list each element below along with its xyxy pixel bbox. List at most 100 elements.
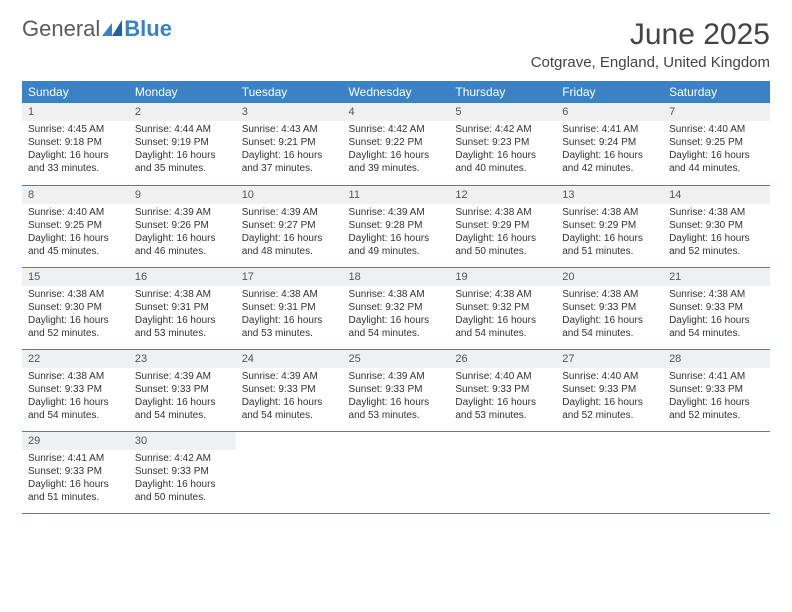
day-number: 2 xyxy=(129,103,236,121)
sunset-text: Sunset: 9:22 PM xyxy=(349,136,444,149)
sunrise-text: Sunrise: 4:42 AM xyxy=(349,123,444,136)
daylight-line2: and 35 minutes. xyxy=(135,162,230,175)
day-number: 17 xyxy=(236,268,343,286)
daylight-line1: Daylight: 16 hours xyxy=(135,149,230,162)
day-cell: 1 Sunrise: 4:45 AMSunset: 9:18 PMDaylight… xyxy=(22,103,129,185)
daylight-line1: Daylight: 16 hours xyxy=(455,314,550,327)
daylight-line1: Daylight: 16 hours xyxy=(669,396,764,409)
daylight-line2: and 53 minutes. xyxy=(349,409,444,422)
day-number: 18 xyxy=(343,268,450,286)
day-cell: 26Sunrise: 4:40 AMSunset: 9:33 PMDayligh… xyxy=(449,349,556,431)
day-cell: 23 Sunrise: 4:39 AMSunset: 9:33 PMDayligh… xyxy=(129,349,236,431)
day-cell xyxy=(556,431,663,513)
dayhead-tuesday: Tuesday xyxy=(236,81,343,103)
sunrise-text: Sunrise: 4:41 AM xyxy=(28,452,123,465)
sunset-text: Sunset: 9:18 PM xyxy=(28,136,123,149)
sunrise-text: Sunrise: 4:45 AM xyxy=(28,123,123,136)
title-block: June 2025 Cotgrave, England, United King… xyxy=(531,18,770,71)
sunrise-text: Sunrise: 4:39 AM xyxy=(349,206,444,219)
day-number: 23 xyxy=(129,350,236,368)
daylight-line1: Daylight: 16 hours xyxy=(349,232,444,245)
day-cell: 10Sunrise: 4:39 AMSunset: 9:27 PMDayligh… xyxy=(236,185,343,267)
day-number: 9 xyxy=(129,186,236,204)
daylight-line1: Daylight: 16 hours xyxy=(349,314,444,327)
day-number: 13 xyxy=(556,186,663,204)
day-number: 1 xyxy=(22,103,129,121)
day-cell: 24Sunrise: 4:39 AMSunset: 9:33 PMDayligh… xyxy=(236,349,343,431)
dayhead-monday: Monday xyxy=(129,81,236,103)
day-number: 8 xyxy=(22,186,129,204)
daylight-line1: Daylight: 16 hours xyxy=(242,232,337,245)
day-cell: 18Sunrise: 4:38 AMSunset: 9:32 PMDayligh… xyxy=(343,267,450,349)
sunrise-text: Sunrise: 4:42 AM xyxy=(135,452,230,465)
day-number: 30 xyxy=(129,432,236,450)
week-row: 8Sunrise: 4:40 AMSunset: 9:25 PMDaylight… xyxy=(22,185,770,267)
sunrise-text: Sunrise: 4:42 AM xyxy=(455,123,550,136)
daylight-line1: Daylight: 16 hours xyxy=(562,396,657,409)
day-number: 12 xyxy=(449,186,556,204)
logo-text-2: Blue xyxy=(124,18,172,40)
sunrise-text: Sunrise: 4:38 AM xyxy=(562,288,657,301)
sunset-text: Sunset: 9:21 PM xyxy=(242,136,337,149)
daylight-line1: Daylight: 16 hours xyxy=(455,232,550,245)
daylight-line1: Daylight: 16 hours xyxy=(28,232,123,245)
sunset-text: Sunset: 9:33 PM xyxy=(562,383,657,396)
daylight-line1: Daylight: 16 hours xyxy=(562,314,657,327)
sunrise-text: Sunrise: 4:44 AM xyxy=(135,123,230,136)
day-cell: 25Sunrise: 4:39 AMSunset: 9:33 PMDayligh… xyxy=(343,349,450,431)
day-cell: 28Sunrise: 4:41 AMSunset: 9:33 PMDayligh… xyxy=(663,349,770,431)
daylight-line2: and 39 minutes. xyxy=(349,162,444,175)
sunrise-text: Sunrise: 4:40 AM xyxy=(562,370,657,383)
sunrise-text: Sunrise: 4:39 AM xyxy=(135,370,230,383)
day-cell: 12Sunrise: 4:38 AMSunset: 9:29 PMDayligh… xyxy=(449,185,556,267)
sunrise-text: Sunrise: 4:38 AM xyxy=(669,288,764,301)
day-number: 7 xyxy=(663,103,770,121)
daylight-line1: Daylight: 16 hours xyxy=(242,149,337,162)
day-number: 4 xyxy=(343,103,450,121)
week-row: 15 Sunrise: 4:38 AM Sunset: 9:30 PM Dayligh… xyxy=(22,267,770,349)
daylight-line2: and 54 minutes. xyxy=(562,327,657,340)
sunset-text: Sunset: 9:30 PM xyxy=(28,301,123,314)
sunset-text: Sunset: 9:33 PM xyxy=(669,301,764,314)
sunset-text: Sunset: 9:30 PM xyxy=(669,219,764,232)
sunset-text: Sunset: 9:32 PM xyxy=(349,301,444,314)
sunset-text: Sunset: 9:27 PM xyxy=(242,219,337,232)
sunrise-text: Sunrise: 4:43 AM xyxy=(242,123,337,136)
day-cell: 3 Sunrise: 4:43 AMSunset: 9:21 PMDaylight… xyxy=(236,103,343,185)
sunset-text: Sunset: 9:33 PM xyxy=(562,301,657,314)
day-cell: 30Sunrise: 4:42 AMSunset: 9:33 PMDayligh… xyxy=(129,431,236,513)
daylight-line1: Daylight: 16 hours xyxy=(135,478,230,491)
sunset-text: Sunset: 9:28 PM xyxy=(349,219,444,232)
day-cell xyxy=(449,431,556,513)
day-number: 16 xyxy=(129,268,236,286)
daylight-line2: and 46 minutes. xyxy=(135,245,230,258)
sunset-text: Sunset: 9:33 PM xyxy=(28,383,123,396)
daylight-line2: and 51 minutes. xyxy=(562,245,657,258)
daylight-line1: Daylight: 16 hours xyxy=(349,149,444,162)
daylight-line2: and 50 minutes. xyxy=(135,491,230,504)
day-cell: 15Sunrise: 4:38 AMSunset: 9:30 PMDayligh… xyxy=(22,267,129,349)
daylight-line2: and 52 minutes. xyxy=(28,327,123,340)
day-cell xyxy=(343,431,450,513)
daylight-line2: and 44 minutes. xyxy=(669,162,764,175)
logo-mark-icon xyxy=(102,18,124,40)
sunrise-text: Sunrise: 4:40 AM xyxy=(455,370,550,383)
daylight-line2: and 48 minutes. xyxy=(242,245,337,258)
day-number: 15 xyxy=(22,268,129,286)
day-cell: 16Sunrise: 4:38 AMSunset: 9:31 PMDayligh… xyxy=(129,267,236,349)
day-number: 3 xyxy=(236,103,343,121)
daylight-line1: Daylight: 16 hours xyxy=(28,149,123,162)
daylight-line1: Daylight: 16 hours xyxy=(242,314,337,327)
dayhead-sunday: Sunday xyxy=(22,81,129,103)
day-cell xyxy=(236,431,343,513)
sunset-text: Sunset: 9:31 PM xyxy=(135,301,230,314)
daylight-line2: and 53 minutes. xyxy=(242,327,337,340)
daylight-line2: and 54 minutes. xyxy=(455,327,550,340)
daylight-line1: Daylight: 16 hours xyxy=(135,314,230,327)
day-cell: 2Sunrise: 4:44 AMSunset: 9:19 PMDaylight… xyxy=(129,103,236,185)
daylight-line1: Daylight: 16 hours xyxy=(135,396,230,409)
sunrise-text: Sunrise: 4:38 AM xyxy=(455,206,550,219)
sunset-text: Sunset: 9:33 PM xyxy=(135,383,230,396)
daylight-line1: Daylight: 16 hours xyxy=(669,314,764,327)
day-number: 22 xyxy=(22,350,129,368)
